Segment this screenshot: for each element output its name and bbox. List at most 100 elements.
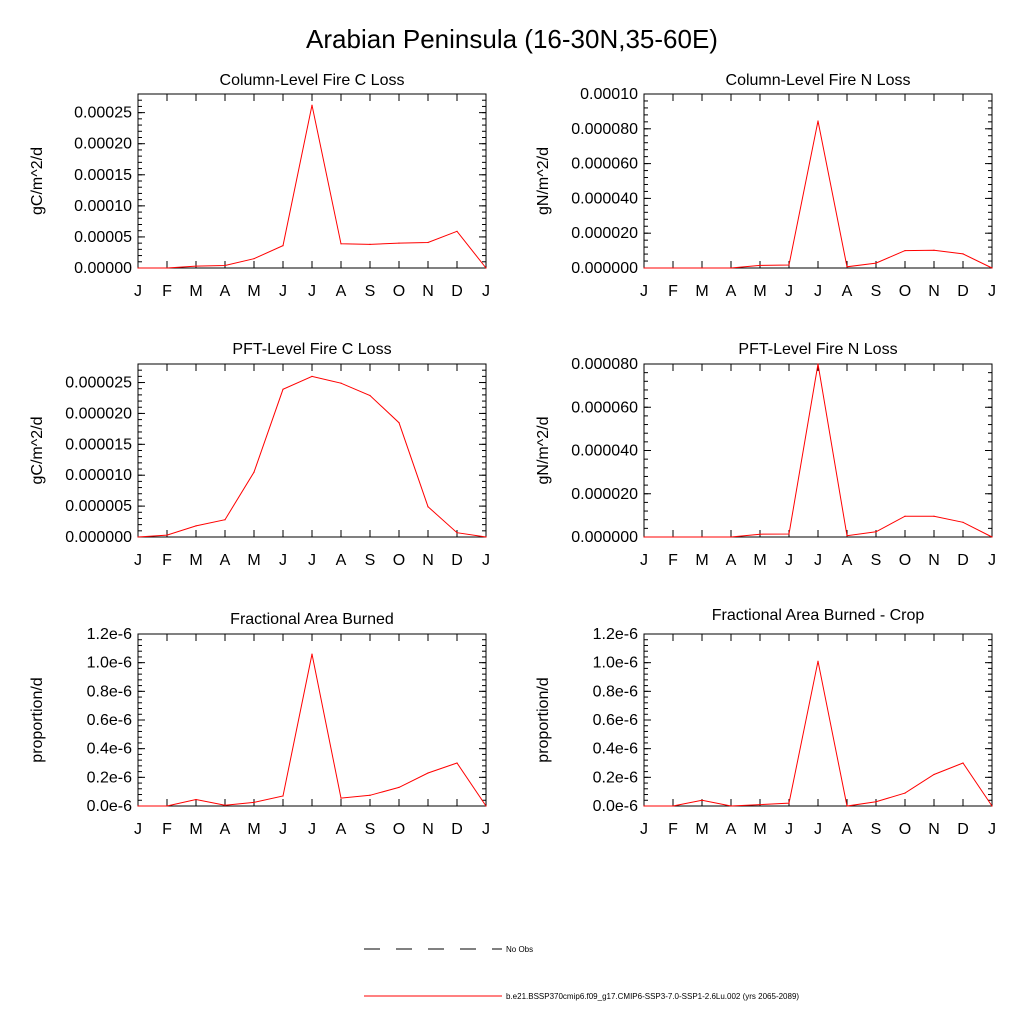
data-point: [846, 535, 848, 537]
x-tick-label: M: [695, 552, 708, 569]
data-point: [340, 797, 342, 799]
x-tick-label: F: [162, 552, 172, 569]
y-tick-label: 0.00000: [74, 260, 132, 277]
y-axis-label: gC/m^2/d: [29, 417, 46, 485]
series-line: [644, 363, 993, 538]
data-point: [137, 267, 139, 269]
plot-frame: [137, 93, 487, 269]
data-point: [933, 773, 935, 776]
y-tick-label: 0.2e-6: [87, 769, 132, 786]
series-line: [138, 653, 487, 807]
y-tick-label: 0.00010: [580, 86, 638, 103]
y-tick-label: 0.000060: [571, 156, 638, 173]
y-tick-label: 1.2e-6: [593, 626, 638, 643]
data-point: [311, 375, 313, 377]
x-tick-label: A: [726, 821, 737, 838]
x-tick-label: O: [899, 552, 911, 569]
data-point: [875, 262, 877, 264]
y-tick-label: 0.000000: [65, 529, 132, 546]
x-tick-label: M: [695, 283, 708, 300]
x-tick-label: S: [871, 552, 882, 569]
data-point: [253, 471, 255, 473]
data-point: [875, 531, 877, 533]
y-tick-label: 1.2e-6: [87, 626, 132, 643]
data-point: [759, 803, 761, 806]
y-tick-label: 0.8e-6: [87, 683, 132, 700]
x-tick-label: S: [871, 821, 882, 838]
y-tick-label: 0.6e-6: [87, 712, 132, 729]
y-axis-label: gN/m^2/d: [535, 147, 552, 215]
panel-title: Column-Level Fire C Loss: [220, 72, 405, 89]
y-tick-label: 0.00005: [74, 229, 132, 246]
x-tick-label: J: [640, 552, 648, 569]
x-tick-label: M: [753, 552, 766, 569]
y-tick-label: 0.000040: [571, 190, 638, 207]
data-point: [485, 536, 487, 538]
data-point: [224, 264, 226, 267]
x-tick-label: J: [308, 552, 316, 569]
data-point: [788, 264, 790, 266]
data-point: [166, 534, 168, 536]
data-point: [427, 772, 429, 774]
y-axis-label: proportion/d: [535, 677, 552, 762]
x-tick-label: J: [482, 283, 490, 300]
data-point: [904, 515, 906, 517]
x-tick-label: O: [899, 283, 911, 300]
data-point: [730, 805, 732, 807]
legend-label-2: b.e21.BSSP370cmip6.f09_g17.CMIP6-SSP3-7.…: [506, 992, 799, 1001]
x-tick-label: J: [134, 821, 142, 838]
x-tick-label: S: [871, 283, 882, 300]
data-point: [730, 536, 732, 538]
y-tick-label: 0.000060: [571, 399, 638, 416]
data-point: [904, 792, 906, 794]
plot-frame: [137, 633, 487, 807]
y-tick-label: 0.000000: [571, 529, 638, 546]
data-point: [672, 805, 674, 807]
x-tick-label: O: [393, 552, 405, 569]
y-tick-label: 0.00020: [74, 136, 132, 153]
y-tick-label: 0.00010: [74, 198, 132, 215]
x-tick-label: M: [189, 552, 202, 569]
data-point: [643, 805, 645, 807]
panel-title: Fractional Area Burned: [230, 611, 394, 628]
x-tick-label: S: [365, 283, 376, 300]
x-tick-label: A: [220, 821, 231, 838]
x-tick-label: M: [189, 283, 202, 300]
series-line: [644, 120, 993, 269]
series-line: [644, 661, 993, 807]
x-tick-label: A: [726, 552, 737, 569]
plot-frame: [137, 363, 487, 538]
chart-panel-3: PFT-Level Fire C Loss gC/m^2/d 0.000000 0.0…: [29, 341, 490, 569]
data-point: [282, 388, 284, 390]
data-point: [817, 120, 819, 122]
x-tick-label: J: [640, 283, 648, 300]
x-tick-label: D: [451, 821, 463, 838]
y-tick-label: 1.0e-6: [593, 655, 638, 672]
x-tick-label: J: [640, 821, 648, 838]
x-tick-label: J: [988, 552, 996, 569]
x-tick-label: D: [451, 552, 463, 569]
data-point: [282, 795, 284, 797]
x-tick-label: J: [814, 821, 822, 838]
x-tick-label: M: [247, 821, 260, 838]
y-tick-label: 0.000005: [65, 498, 132, 515]
x-tick-label: O: [393, 283, 405, 300]
plot-frame: [643, 93, 993, 269]
x-tick-label: J: [814, 283, 822, 300]
data-point: [904, 250, 906, 252]
data-point: [224, 519, 226, 521]
y-axis-label: gN/m^2/d: [535, 417, 552, 485]
data-point: [846, 266, 848, 268]
data-point: [456, 762, 458, 764]
data-point: [643, 536, 645, 538]
chart-panel-5: Fractional Area Burned proportion/d 0.0e-6…: [29, 611, 490, 838]
chart-panel-4: PFT-Level Fire N Loss gN/m^2/d 0.000000 0.0…: [535, 341, 996, 569]
data-point: [456, 532, 458, 534]
x-tick-label: S: [365, 552, 376, 569]
x-tick-label: N: [928, 821, 940, 838]
y-tick-label: 0.4e-6: [593, 741, 638, 758]
x-tick-label: D: [451, 283, 463, 300]
data-point: [456, 230, 458, 232]
panel-title: PFT-Level Fire C Loss: [232, 341, 391, 358]
data-point: [846, 805, 848, 807]
